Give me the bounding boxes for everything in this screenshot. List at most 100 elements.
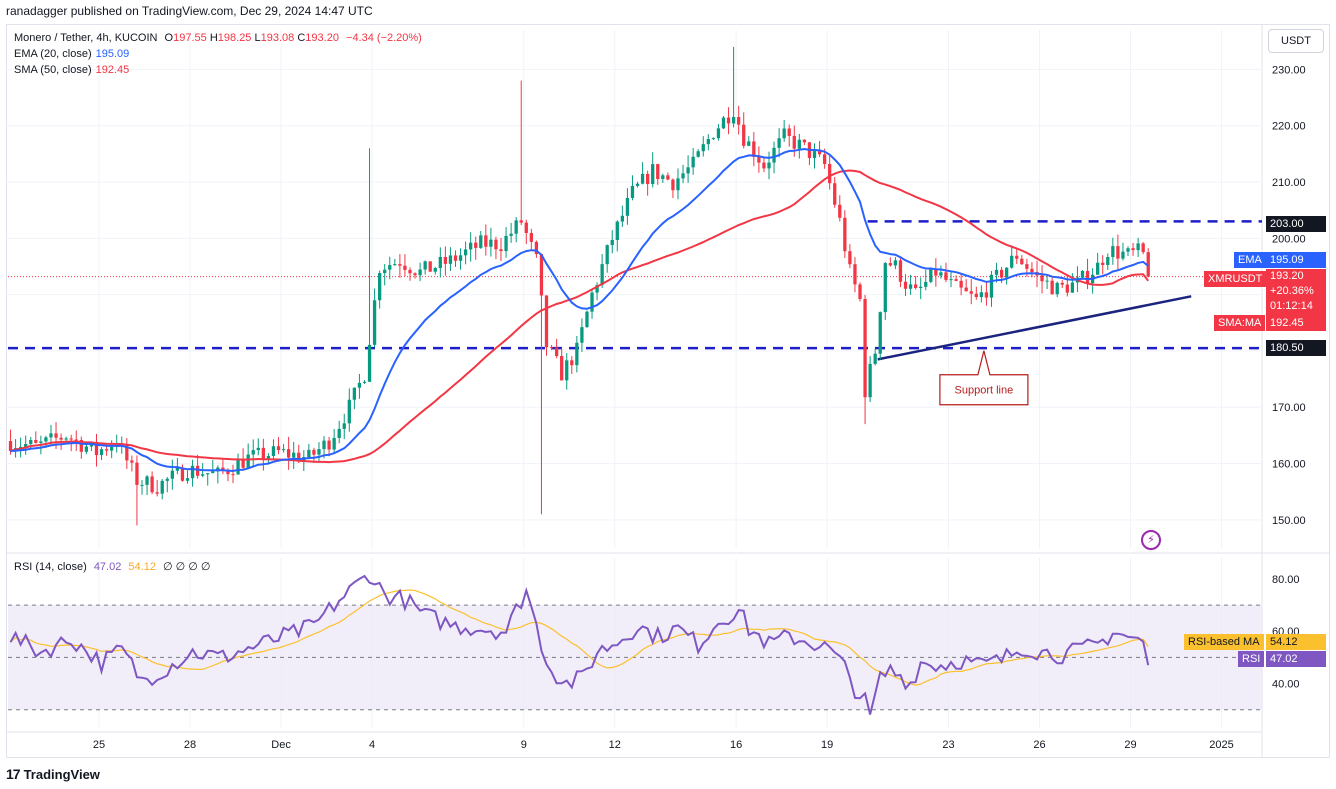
footer-logo[interactable]: 17 TradingView	[6, 766, 100, 782]
rsi-tag: RSI	[1238, 651, 1265, 667]
candle-body	[600, 264, 604, 286]
candle-body	[79, 439, 83, 452]
candle-body	[246, 454, 250, 468]
candle-body	[554, 347, 559, 357]
candle-body	[342, 423, 346, 429]
symbol-name: Monero / Tether, 4h, KUCOIN	[14, 32, 158, 44]
ema-legend[interactable]: EMA (20, close) 195.09	[14, 46, 129, 62]
chart-frame	[6, 24, 1330, 758]
candle-body	[201, 474, 205, 476]
candle-body	[195, 465, 200, 476]
candle-body	[726, 117, 731, 124]
candle-body	[1045, 280, 1049, 282]
candle-body	[266, 455, 271, 460]
candle-body	[1025, 264, 1029, 269]
candle-body	[458, 255, 463, 261]
low-value: 193.08	[260, 32, 295, 44]
rsi-tick-label: 40.00	[1272, 679, 1300, 691]
low-label: L	[254, 32, 261, 44]
ema-legend-value: 195.09	[95, 48, 130, 60]
candle-body	[585, 311, 589, 328]
sma-legend-label: SMA (50, close)	[14, 64, 92, 76]
candle-body	[367, 344, 372, 382]
candle-body	[873, 353, 877, 364]
candle-body	[645, 173, 650, 185]
candle-body	[59, 437, 63, 440]
candle-body	[185, 478, 190, 481]
candle-body	[1055, 282, 1059, 295]
candle-body	[413, 273, 417, 276]
candle-body	[150, 476, 154, 493]
candle-body	[1106, 257, 1110, 265]
candle-body	[140, 484, 144, 486]
sma-legend[interactable]: SMA (50, close) 192.45	[14, 62, 129, 78]
candle-body	[676, 178, 680, 191]
time-tick-label: 23	[942, 739, 954, 751]
candle-body	[1030, 268, 1034, 273]
candle-body	[625, 197, 630, 216]
candle-body	[1121, 251, 1125, 259]
candle-body	[99, 449, 104, 456]
candle-body	[701, 144, 705, 152]
time-tick-label: 4	[369, 739, 375, 751]
candle-body	[34, 440, 38, 443]
candle-body	[1116, 246, 1120, 259]
ema-price-value: 195.09	[1266, 252, 1326, 268]
candle-body	[74, 439, 78, 441]
candle-body	[438, 256, 442, 269]
candle-body	[383, 269, 387, 274]
time-tick-label: 9	[521, 739, 527, 751]
candle-body	[1070, 282, 1075, 293]
candle-body	[1020, 258, 1024, 265]
candle-body	[681, 173, 685, 179]
candle-body	[130, 460, 134, 463]
candle-body	[959, 280, 963, 288]
time-tick-label: 25	[93, 739, 105, 751]
candle-body	[635, 183, 640, 186]
candle-body	[312, 449, 316, 455]
candle-body	[833, 183, 837, 205]
lightning-icon[interactable]: ⚡	[1141, 530, 1161, 550]
candle-body	[898, 260, 903, 282]
currency-button[interactable]: USDT	[1268, 29, 1324, 53]
candle-body	[378, 273, 382, 301]
candle-body	[489, 239, 493, 247]
candle-body	[337, 428, 341, 438]
candle-body	[1101, 262, 1105, 265]
ema-line	[10, 147, 1149, 473]
rsi-legend-value: 47.02	[93, 561, 122, 573]
candle-body	[256, 447, 260, 451]
rsi-line	[9, 574, 1150, 715]
candle-body	[772, 147, 776, 163]
candle-body	[565, 360, 569, 381]
candle-body	[29, 440, 33, 445]
candle-body	[1085, 270, 1090, 284]
rsi-legend[interactable]: RSI (14, close) 47.02 54.12 ∅ ∅ ∅ ∅	[14, 559, 211, 575]
candle-body	[939, 272, 943, 276]
candle-body	[605, 245, 609, 265]
candle-body	[226, 470, 230, 475]
sma-line	[10, 169, 1149, 464]
candle-body	[1146, 252, 1150, 277]
candle-body	[777, 138, 781, 148]
rsi-ma-line	[10, 589, 1149, 686]
support-trendline	[877, 295, 1192, 361]
support-line-label: Support line	[955, 385, 1014, 397]
last-price-box: 193.20 +20.36% 01:12:14	[1266, 269, 1326, 315]
candle-body	[54, 433, 58, 438]
candle-body	[853, 264, 857, 285]
high-value: 198.25	[217, 32, 252, 44]
publisher-attribution: ranadagger published on TradingView.com,…	[6, 4, 373, 18]
candle-body	[327, 440, 331, 450]
candle-body	[691, 156, 695, 168]
price-tick-label: 230.00	[1272, 64, 1306, 76]
candle-body	[671, 179, 675, 191]
close-label: C	[297, 32, 306, 44]
candle-body	[1065, 284, 1069, 293]
candle-body	[236, 459, 240, 475]
candle-body	[934, 268, 938, 276]
candle-body	[570, 360, 574, 366]
candle-body	[175, 467, 180, 471]
candle-body	[403, 265, 407, 270]
